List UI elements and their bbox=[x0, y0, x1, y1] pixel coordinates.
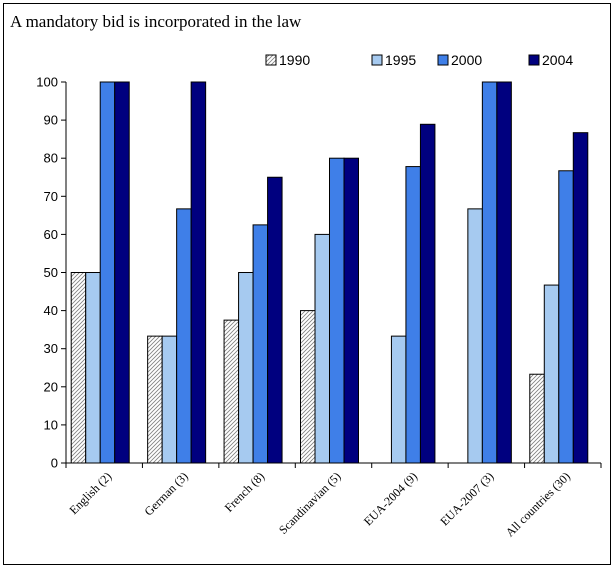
bar-2004-3 bbox=[267, 176, 283, 464]
legend-swatch-2000 bbox=[437, 54, 449, 66]
bar-1995-7 bbox=[543, 284, 560, 464]
y-tick-label: 90 bbox=[44, 113, 58, 128]
bar-2000-4 bbox=[329, 157, 345, 464]
bar-1990-3 bbox=[223, 319, 240, 464]
bar-1995-2 bbox=[161, 335, 178, 464]
bar-2004-4 bbox=[343, 157, 359, 464]
bar-1995-4 bbox=[314, 233, 330, 464]
chart-frame: A mandatory bid is incorporated in the l… bbox=[3, 3, 611, 565]
plot-area: 0 10 20 30 40 50 60 70 80 90 100 English (2) German … bbox=[36, 75, 602, 539]
y-tick-label: 20 bbox=[44, 379, 58, 394]
bar-2004-1 bbox=[114, 81, 130, 464]
legend-label-2000: 2000 bbox=[451, 52, 482, 68]
y-tick-label: 50 bbox=[44, 265, 58, 280]
bar-1995-6 bbox=[467, 208, 483, 464]
bar-1995-5 bbox=[390, 335, 407, 464]
y-tick-label: 70 bbox=[44, 189, 58, 204]
legend-label-2004: 2004 bbox=[542, 52, 573, 68]
bar-1995-3 bbox=[238, 272, 254, 464]
bar-chart: A mandatory bid is incorporated in the l… bbox=[10, 12, 602, 539]
y-tick-label: 60 bbox=[44, 227, 58, 242]
y-tick-label: 80 bbox=[44, 151, 58, 166]
x-tick-label: Scandinavian (5) bbox=[276, 469, 344, 537]
bar-1990-7 bbox=[529, 373, 545, 464]
bar-2004-6 bbox=[496, 81, 512, 464]
legend-label-1990: 1990 bbox=[279, 52, 310, 68]
y-tick-label: 40 bbox=[44, 303, 58, 318]
legend-swatch-1990 bbox=[265, 54, 277, 66]
y-tick-label: 30 bbox=[44, 341, 58, 356]
bar-1990-4 bbox=[300, 310, 316, 464]
y-tick-label: 100 bbox=[36, 75, 58, 90]
y-tick-label: 0 bbox=[51, 456, 58, 471]
x-tick-label: EUA-2007 (3) bbox=[437, 469, 496, 528]
legend-swatch-1995 bbox=[371, 54, 383, 66]
bar-1990-2 bbox=[147, 335, 163, 464]
chart-title: A mandatory bid is incorporated in the l… bbox=[10, 12, 302, 31]
legend-swatch-2004 bbox=[528, 54, 540, 66]
bar-2004-2 bbox=[190, 81, 207, 464]
bar-2000-1 bbox=[99, 81, 116, 464]
legend-label-1995: 1995 bbox=[385, 52, 416, 68]
bar-2004-5 bbox=[419, 123, 436, 464]
bar-2000-2 bbox=[176, 208, 192, 464]
x-tick-label: German (3) bbox=[142, 469, 191, 518]
y-tick-label: 10 bbox=[44, 417, 58, 432]
bar-2004-7 bbox=[572, 132, 589, 464]
bar-2000-5 bbox=[405, 166, 421, 464]
bar-2000-7 bbox=[558, 170, 574, 464]
bar-1995-1 bbox=[85, 272, 101, 464]
x-tick-label: All countries (30) bbox=[503, 469, 573, 539]
legend: 1990 1995 2000 2004 bbox=[265, 52, 573, 68]
x-tick-label: English (2) bbox=[66, 469, 114, 517]
bar-2000-6 bbox=[481, 81, 498, 464]
bar-2000-3 bbox=[252, 224, 269, 464]
x-tick-label: EUA-2004 (9) bbox=[361, 469, 420, 528]
bar-1990-1 bbox=[70, 272, 87, 464]
x-tick-label: French (8) bbox=[222, 469, 267, 514]
